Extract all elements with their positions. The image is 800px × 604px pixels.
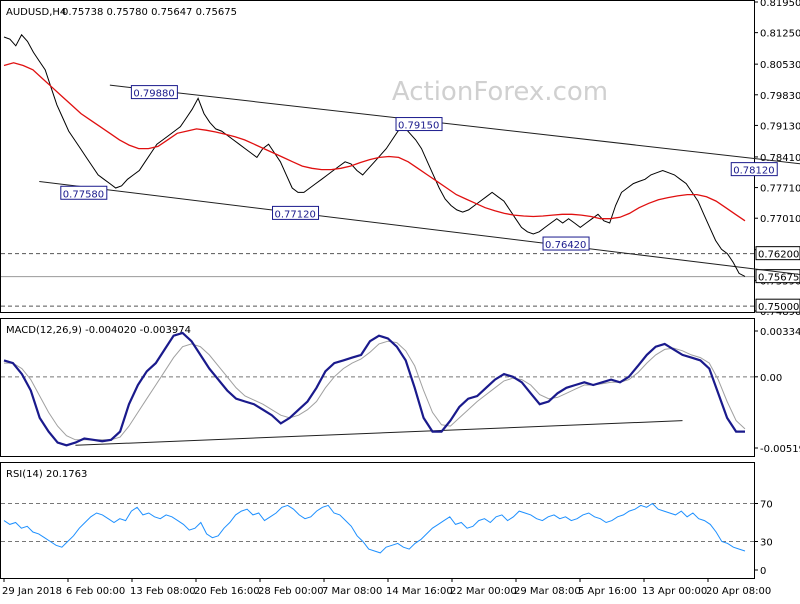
indicator-axis-label: 70 [760,500,773,511]
time-axis-label: 22 Mar 00:00 [450,586,517,597]
time-axis-label: 29 Jan 2018 [2,586,62,597]
swing-label: 0.77580 [63,189,104,200]
time-axis-label: 7 Mar 08:00 [322,586,382,597]
price-axis-label: 0.77710 [760,184,800,195]
channel-trendline [109,84,800,165]
symbol-label: AUDUSD,H4 [6,7,66,18]
price-series-line [3,33,746,277]
swing-label: 0.79150 [398,121,439,132]
signal-line [4,340,746,441]
time-axis-label: 14 Mar 16:00 [386,586,453,597]
swing-label-box [60,185,108,200]
indicator-axis-label: -0.005197 [760,444,800,455]
price-axis-label: 0.78410 [760,153,800,164]
moving-average-line [3,62,746,222]
ohlc-label: 0.75738 0.75780 0.75647 0.75675 [62,7,237,18]
swing-label-box [272,205,320,220]
swing-label-box [130,85,178,100]
macd-trendline [75,420,683,446]
rsi-title: RSI(14) 20.1763 [6,469,87,480]
price-level-tag [755,298,800,313]
price-level-label: 0.75000 [758,302,799,313]
indicator-axis-label: 0 [760,566,766,577]
swing-label: 0.79880 [133,89,174,100]
macd-title: MACD(12,26,9) -0.004020 -0.003974 [6,325,191,336]
time-axis-label: 5 Apr 16:00 [578,586,637,597]
time-axis-label: 20 Feb 16:00 [194,586,260,597]
price-panel-frame [0,0,755,313]
channel-trendline [39,180,800,276]
price-axis-label: 0.80530 [760,60,800,71]
price-axis-label: 0.81950 [760,0,800,9]
macd-line [3,331,745,447]
time-axis-label: 28 Feb 00:00 [258,586,324,597]
swing-label: 0.78120 [733,166,774,177]
indicator-axis-label: 0.00 [760,373,782,384]
time-axis-label: 20 Apr 08:00 [706,586,771,597]
price-axis-label: 0.79830 [760,91,800,102]
indicator-axis-label: 30 [760,538,773,549]
swing-label-box [730,162,778,177]
price-level-label: 0.75675 [758,273,799,284]
rsi-panel-frame [0,462,755,579]
panel-frames [0,0,755,579]
price-axis-label: 0.77010 [760,214,800,225]
time-axis-label: 13 Feb 08:00 [130,586,196,597]
price-level-label: 0.76200 [758,250,799,261]
swing-label-box [395,117,443,132]
swing-label: 0.77120 [275,209,316,220]
price-axis-label: 0.79130 [760,121,800,132]
price-axis-label: 0.81250 [760,29,800,40]
price-level-tag [755,246,800,261]
macd-panel-frame [0,318,755,457]
indicator-axis-label: 0.003345 [760,327,800,338]
time-axis-label: 6 Feb 00:00 [66,586,125,597]
watermark: ActionForex.com [392,77,608,107]
time-axis-label: 29 Mar 08:00 [514,586,581,597]
swing-label: 0.76420 [545,240,586,251]
time-axis-label: 13 Apr 00:00 [642,586,707,597]
swing-label-box [542,236,590,251]
rsi-line [3,502,746,554]
